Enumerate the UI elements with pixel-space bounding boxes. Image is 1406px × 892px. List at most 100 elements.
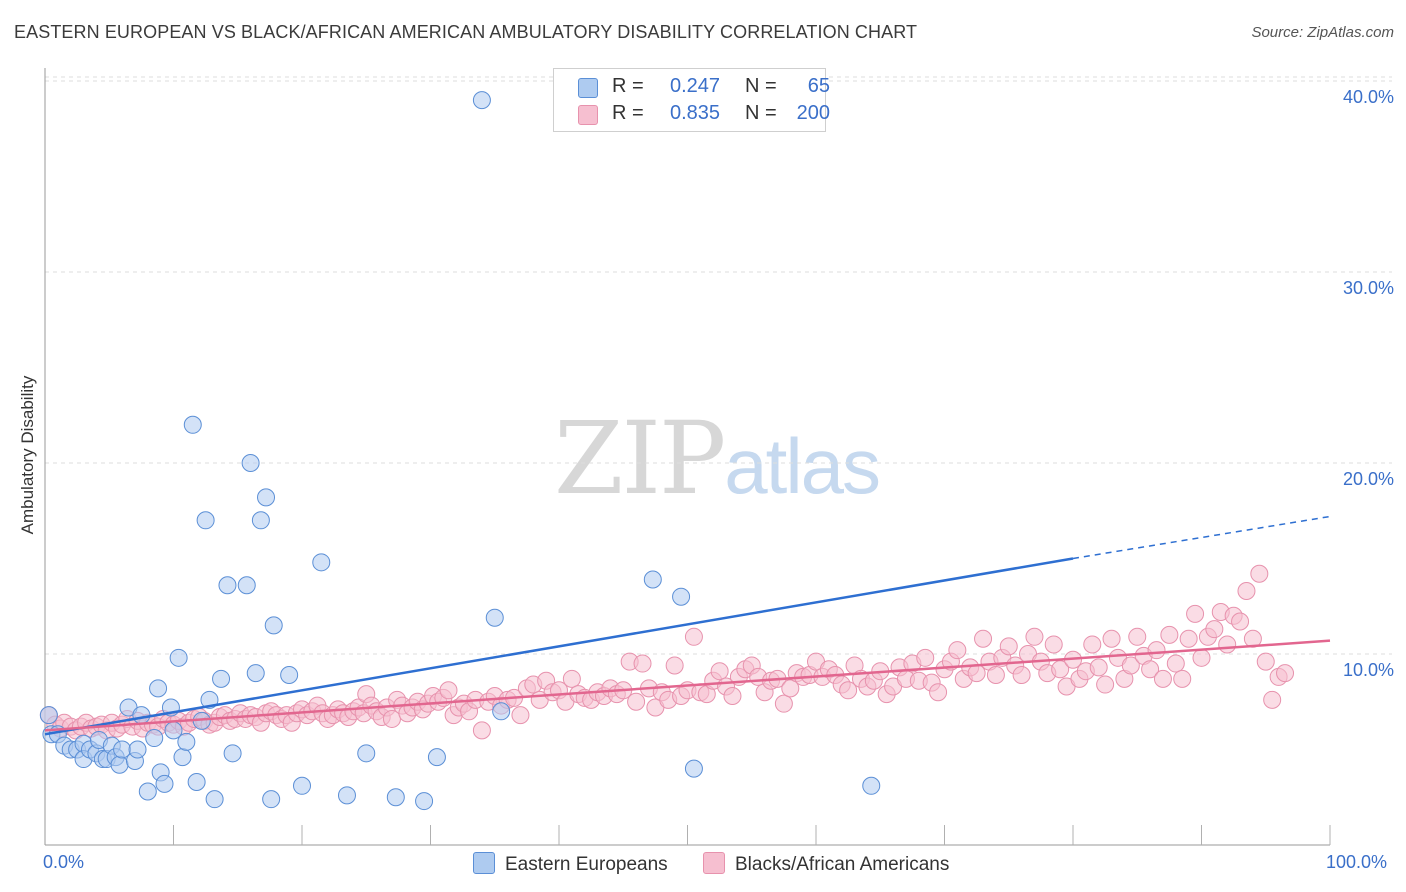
blue-point	[145, 729, 164, 748]
blue-point	[212, 669, 231, 688]
pink-point	[627, 692, 646, 711]
pink-point	[472, 721, 491, 740]
pink-point	[1192, 648, 1211, 667]
watermark: ZIPatlas	[554, 400, 881, 517]
correlation-legend: R = 0.247 N = 65 R = 0.835 N = 200	[553, 68, 830, 132]
pink-point	[723, 687, 742, 706]
blue-point	[492, 702, 511, 721]
pink-point	[781, 679, 800, 698]
blue-point	[237, 576, 256, 595]
legend-n-label: N =	[745, 75, 777, 97]
bottom-legend-swatch-blue	[473, 852, 495, 874]
pink-point	[774, 694, 793, 713]
y-tick-label-10: 10.0%	[1342, 660, 1394, 680]
blue-point	[337, 786, 356, 805]
bottom-legend-label: Blacks/African Americans	[735, 854, 950, 875]
blue-point	[472, 91, 491, 110]
pink-point	[1044, 635, 1063, 654]
pink-point	[1051, 660, 1070, 679]
blue-point	[187, 772, 206, 791]
blue-trend-line	[44, 557, 1074, 736]
bottom-legend-blacks-african-americans: Blacks/African Americans	[703, 852, 949, 876]
y-tick-label-40: 40.0%	[1342, 87, 1394, 107]
pink-point	[511, 706, 530, 725]
pink-point	[1153, 669, 1172, 688]
legend-r-value: 0.835	[670, 102, 721, 124]
pink-point	[1012, 666, 1031, 685]
blue-point	[386, 788, 405, 807]
blue-point	[293, 776, 311, 795]
blue-point	[149, 679, 168, 698]
pink-point	[948, 641, 967, 660]
pink-point	[439, 681, 458, 700]
pink-point	[1147, 641, 1166, 660]
blue-point	[312, 553, 331, 572]
blue-point	[200, 690, 219, 709]
pink-point	[999, 637, 1018, 656]
bottom-legend-swatch-pink	[703, 852, 725, 874]
pink-point	[1083, 635, 1102, 654]
blue-point	[173, 748, 192, 767]
blue-point	[196, 511, 215, 530]
pink-point	[710, 662, 729, 681]
blue-point	[155, 774, 174, 793]
pink-point	[1179, 629, 1198, 648]
blue-point	[415, 792, 434, 811]
blue-point	[223, 744, 242, 763]
blue-trend-extension	[1072, 515, 1331, 560]
blue-point	[177, 732, 196, 751]
legend-r-label: R =	[612, 102, 644, 124]
chart-title: EASTERN EUROPEAN VS BLACK/AFRICAN AMERIC…	[14, 22, 918, 42]
pink-trend-line	[44, 639, 1331, 732]
legend-swatch-pink	[578, 105, 598, 125]
pink-point	[916, 648, 935, 667]
blue-point	[39, 706, 58, 725]
blue-point	[218, 576, 237, 595]
pink-point	[929, 683, 948, 702]
pink-point	[1102, 629, 1121, 648]
pink-point	[684, 627, 703, 646]
pink-point	[1166, 654, 1185, 673]
bottom-legend-eastern-europeans: Eastern Europeans	[473, 852, 668, 876]
pink-point	[1237, 581, 1256, 600]
blue-point	[110, 755, 129, 774]
pink-point	[1096, 675, 1115, 694]
y-tick-label-30: 30.0%	[1342, 278, 1394, 298]
blue-point	[169, 648, 188, 667]
legend-n-value: 65	[807, 75, 830, 97]
blue-point	[684, 759, 703, 778]
pink-point	[839, 681, 858, 700]
blue-point	[205, 790, 224, 809]
legend-n-label: N =	[745, 102, 777, 124]
pink-point	[633, 654, 652, 673]
watermark-atlas: atlas	[724, 422, 881, 510]
pink-point	[974, 629, 993, 648]
pink-point	[1128, 627, 1147, 646]
pink-point	[1173, 669, 1192, 688]
pink-point	[665, 656, 684, 675]
bottom-legend-label: Eastern Europeans	[505, 854, 668, 875]
pink-point	[1205, 620, 1224, 639]
blue-point	[672, 587, 691, 606]
blue-point	[262, 790, 281, 809]
y-axis-label: Ambulatory Disability	[18, 375, 37, 535]
y-tick-label-20: 20.0%	[1342, 469, 1394, 489]
pink-point	[986, 666, 1005, 685]
x-tick-label-min: 0.0%	[43, 852, 85, 872]
pink-point	[1231, 612, 1250, 631]
chart-source: Source: ZipAtlas.com	[1251, 24, 1394, 41]
legend-n-value: 200	[796, 102, 830, 124]
legend-r-label: R =	[612, 75, 644, 97]
blue-point	[257, 488, 276, 507]
blue-point	[183, 415, 202, 434]
blue-point	[643, 570, 662, 589]
blue-point	[264, 616, 283, 635]
legend-r-value: 0.247	[670, 75, 721, 97]
pink-point	[1276, 664, 1295, 683]
blue-point	[357, 744, 376, 763]
legend-swatch-blue	[578, 78, 598, 98]
pink-point	[1160, 625, 1179, 644]
pink-point	[1186, 604, 1205, 623]
pink-point	[1141, 660, 1160, 679]
pink-point	[1089, 658, 1108, 677]
